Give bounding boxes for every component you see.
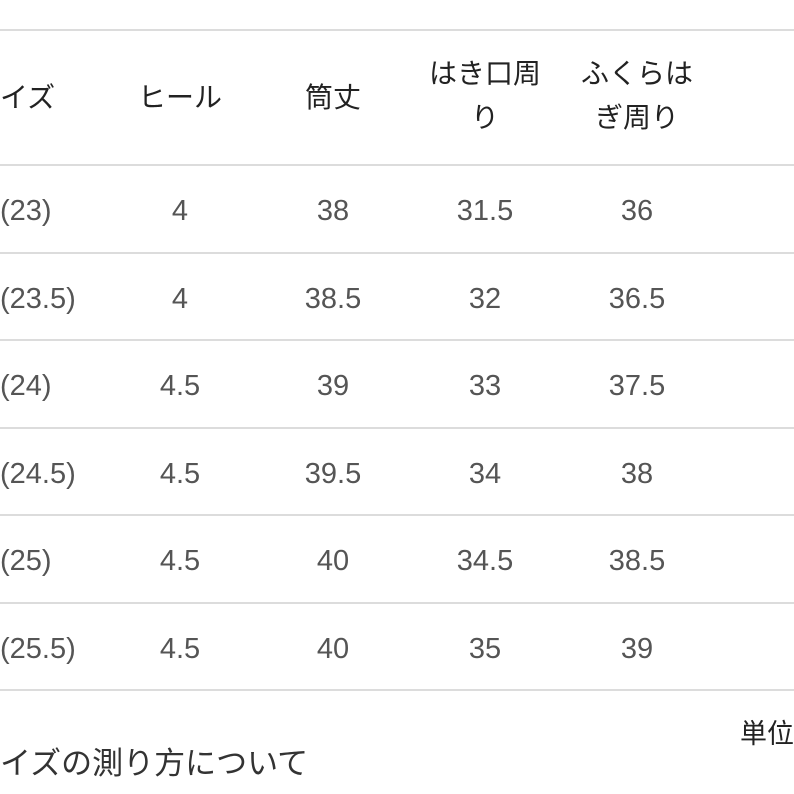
table-cell: 36 xyxy=(620,195,654,227)
column-header: イズ xyxy=(0,82,56,113)
table-cell: 4.5 xyxy=(159,457,201,490)
unit-label: 単位 xyxy=(740,719,794,749)
column-header: ふくらは ぎ周り xyxy=(580,58,693,133)
table-cell: (24) xyxy=(0,370,52,402)
row-divider xyxy=(0,339,794,341)
table-cell: 34.5 xyxy=(456,545,514,577)
row-divider xyxy=(0,514,794,516)
row-divider xyxy=(0,602,794,604)
table-cell: 4.5 xyxy=(159,370,201,402)
row-divider xyxy=(0,252,794,254)
table-cell: 39.5 xyxy=(304,457,362,490)
table-cell: 40 xyxy=(316,632,350,665)
table-cell: 34 xyxy=(468,457,502,490)
row-divider xyxy=(0,689,794,691)
table-cell: 38 xyxy=(316,195,350,227)
table-cell: (25.5) xyxy=(0,632,76,665)
table-cell: 38.5 xyxy=(608,545,666,577)
table-cell: (25) xyxy=(0,545,52,577)
table-cell: 4.5 xyxy=(159,545,201,577)
row-divider xyxy=(0,164,794,166)
table-cell: 38.5 xyxy=(304,282,362,315)
table-cell: 37.5 xyxy=(608,370,666,402)
column-header: はき口周 り xyxy=(428,58,541,133)
measurement-guide-link[interactable]: イズの測り方について xyxy=(0,746,309,781)
table-cell: 36.5 xyxy=(608,282,666,315)
table-cell: 33 xyxy=(468,370,502,402)
table-cell: (24.5) xyxy=(0,457,76,490)
table-cell: 31.5 xyxy=(456,195,514,227)
table-cell: 39 xyxy=(620,632,654,665)
table-cell: 4.5 xyxy=(159,632,201,665)
table-cell: (23) xyxy=(0,195,52,227)
table-cell: 4 xyxy=(171,282,189,315)
table-cell: 40 xyxy=(316,545,350,577)
column-header: 筒丈 xyxy=(304,82,361,113)
table-cell: 35 xyxy=(468,632,502,665)
row-divider xyxy=(0,427,794,429)
table-cell: 4 xyxy=(171,195,189,227)
table-cell: 32 xyxy=(468,282,502,315)
column-header: ヒール xyxy=(137,82,222,113)
table-cell: 38 xyxy=(620,457,654,490)
table-cell: (23.5) xyxy=(0,282,76,315)
row-divider xyxy=(0,29,794,31)
table-cell: 39 xyxy=(316,370,350,402)
